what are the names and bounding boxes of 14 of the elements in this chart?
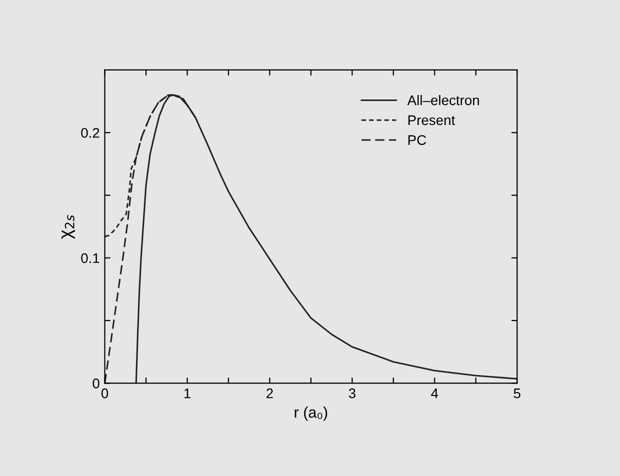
- x-tick-label: 4: [431, 388, 438, 398]
- y-tick-label: 0.1: [81, 253, 100, 264]
- x-tick-label: 0: [101, 388, 108, 398]
- legend-label: Present: [408, 115, 456, 126]
- y-axis-title: χ$_{2s}$: [62, 215, 75, 239]
- y-tick-label: 0.2: [81, 128, 100, 138]
- legend-label: All–electron: [407, 95, 479, 106]
- x-tick-label: 2: [266, 388, 273, 398]
- x-tick-label: 1: [184, 388, 190, 398]
- legend-label: PC: [408, 135, 426, 145]
- y-tick-label: 0: [92, 378, 100, 388]
- x-tick-label: 5: [514, 388, 520, 398]
- x-axis-title: r (a₀): [294, 406, 328, 421]
- x-tick-label: 3: [348, 388, 356, 398]
